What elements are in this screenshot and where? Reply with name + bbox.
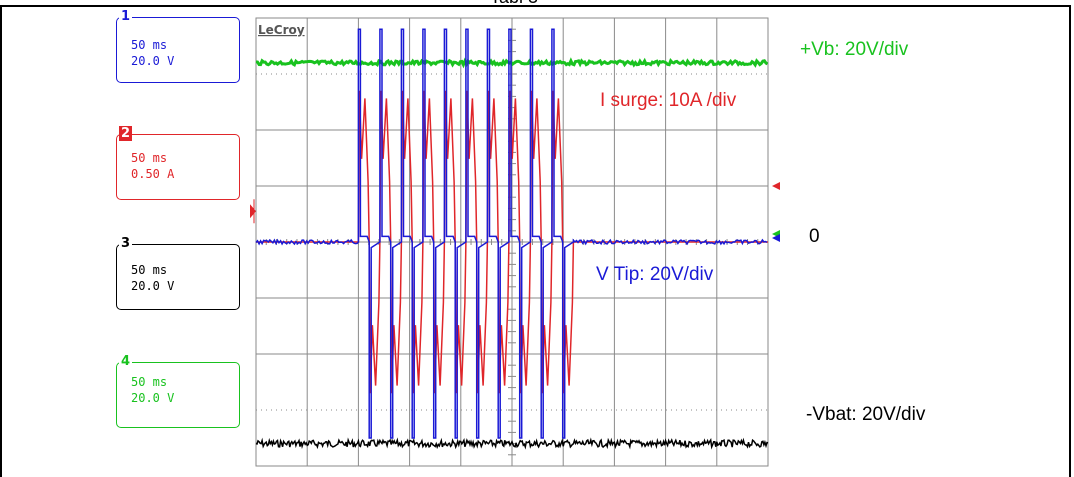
channel-4-box: 4 50 ms 20.0 V xyxy=(116,354,240,428)
channel-4-timebase: 50 ms xyxy=(131,375,168,389)
figure-title: Tabl 3 xyxy=(490,0,538,8)
trigger-level-marker xyxy=(772,182,780,190)
channel-1-level-marker xyxy=(772,234,780,242)
channel-2-scale: 0.50 A xyxy=(131,167,175,181)
channel-3-number: 3 xyxy=(119,236,133,251)
channel-2-offset-marker xyxy=(250,204,256,219)
frame-top-rule xyxy=(0,5,1071,7)
annotation-vbat: -Vbat: 20V/div xyxy=(806,404,926,425)
channel-3-timebase: 50 ms xyxy=(131,263,168,277)
vtip-trace xyxy=(255,28,768,439)
channel-4-scale: 20.0 V xyxy=(131,391,175,405)
channel-1-number: 1 xyxy=(119,9,133,24)
annotation-zero: 0 xyxy=(809,226,820,247)
channel-2-box: 2 50 ms 0.50 A xyxy=(116,126,240,200)
frame-right-rule xyxy=(1069,5,1071,477)
channel-2-number: 2 xyxy=(119,126,133,141)
channel-3-box: 3 50 ms 20.0 V xyxy=(116,236,240,310)
channel-4-number: 4 xyxy=(119,354,133,369)
channel-2-timebase: 50 ms xyxy=(131,151,168,165)
vbat-trace xyxy=(255,437,769,450)
annotation-isurge: I surge: 10A /div xyxy=(600,90,737,111)
channel-1-box: 1 50 ms 20.0 V xyxy=(116,9,240,83)
annotation-vtip: V Tip: 20V/div xyxy=(596,264,714,285)
brand-logo-text: LeCroy xyxy=(258,23,305,37)
channel-1-timebase: 50 ms xyxy=(131,38,168,52)
scope-markers xyxy=(250,182,780,242)
scope-traces xyxy=(255,28,769,450)
annotation-vb: +Vb: 20V/div xyxy=(800,39,909,60)
frame-left-rule xyxy=(0,5,2,477)
channel-1-scale: 20.0 V xyxy=(131,54,175,68)
channel-3-scale: 20.0 V xyxy=(131,279,175,293)
